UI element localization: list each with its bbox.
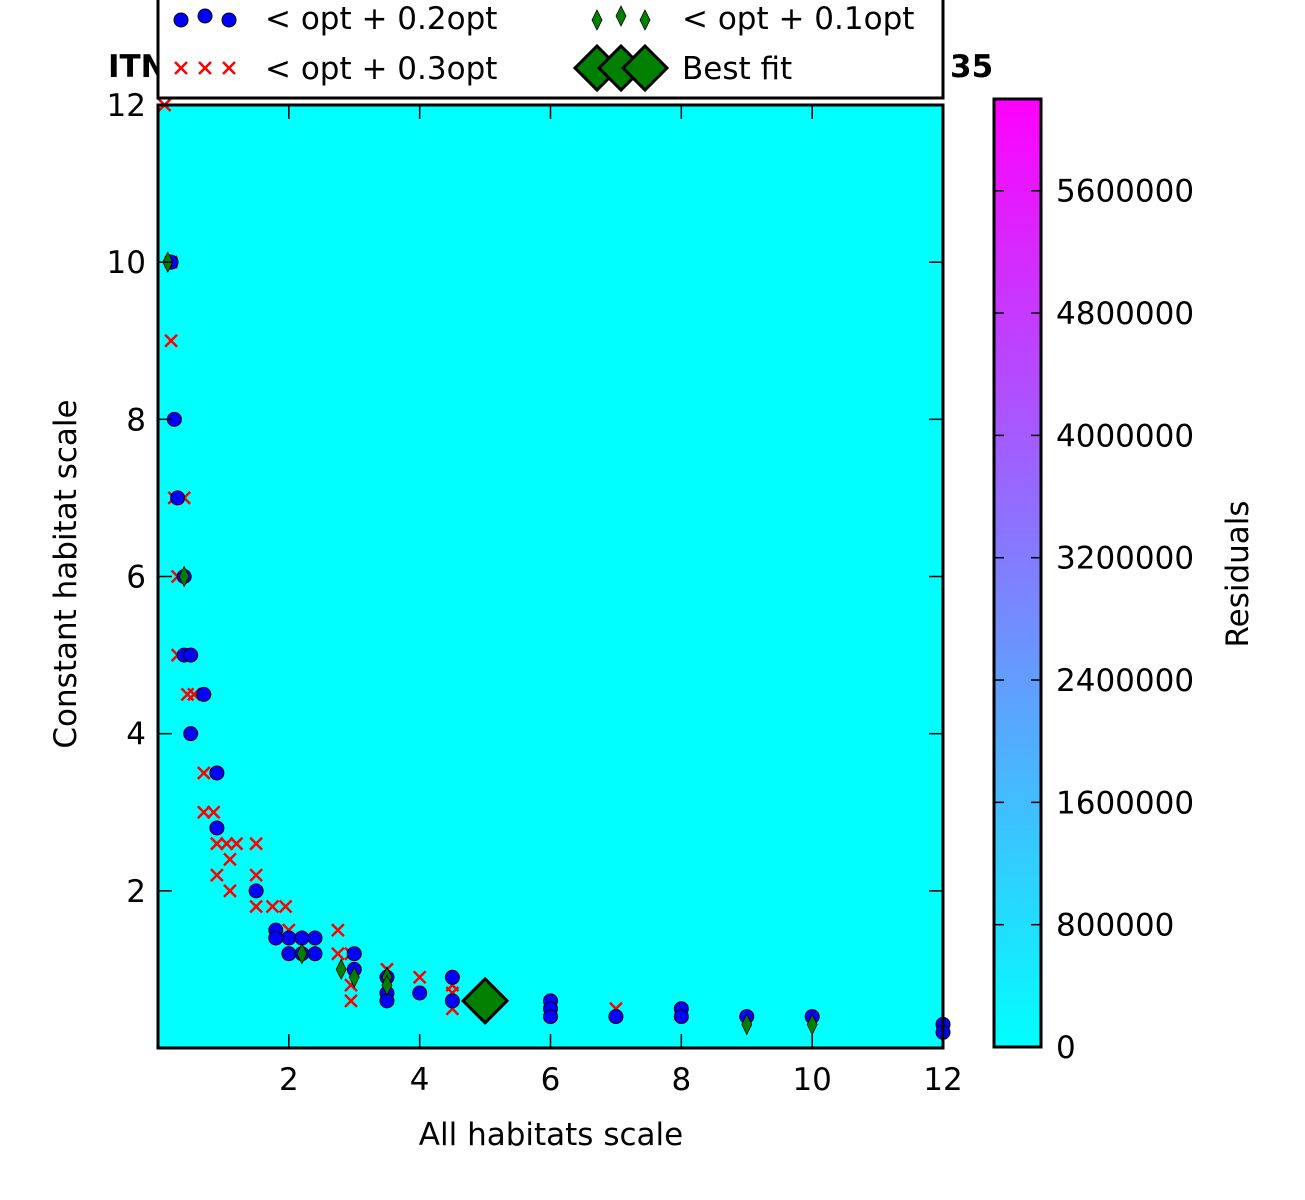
data-point (346, 946, 362, 962)
data-point (381, 974, 393, 997)
data-point (223, 883, 237, 898)
legend-label: < opt + 0.1opt (682, 1, 914, 37)
colorbar-label: Residuals (1220, 500, 1256, 647)
data-point (265, 899, 280, 914)
data-point (209, 836, 224, 851)
y-tick-label: 12 (107, 88, 146, 124)
data-point (335, 958, 347, 981)
data-point (196, 686, 212, 702)
data-point (209, 868, 224, 883)
data-point (344, 993, 358, 1008)
legend-label: < opt + 0.3opt (265, 51, 497, 87)
data-point (307, 930, 323, 946)
colorbar-gradient (994, 99, 1041, 1047)
y-tick-label: 10 (107, 245, 146, 281)
legend-marker (174, 61, 188, 75)
y-tick-label: 8 (126, 402, 146, 438)
colorbar-tick-label: 4800000 (1056, 296, 1194, 332)
data-point (281, 930, 297, 946)
colorbar-tick-label: 1600000 (1056, 785, 1194, 821)
data-point (219, 836, 234, 851)
data-point (444, 969, 460, 985)
series-3 (460, 976, 510, 1025)
colorbar-tick-label: 3200000 (1056, 541, 1194, 577)
data-point (268, 930, 284, 946)
colorbar-tick-label: 800000 (1056, 908, 1174, 944)
y-tick-label: 4 (126, 717, 146, 753)
data-point (281, 946, 297, 962)
y-axis-label: Constant habitat scale (48, 399, 84, 748)
legend-marker (197, 8, 213, 24)
legend-entry: < opt + 0.2opt (173, 1, 497, 37)
colorbar-frame (992, 97, 1043, 1049)
legend-label: Best fit (682, 51, 792, 87)
data-point (248, 883, 264, 899)
legend-entry: Best fit (572, 43, 792, 93)
legend-entry: < opt + 0.1opt (591, 1, 914, 37)
data-point (331, 923, 345, 938)
data-point (608, 1009, 624, 1025)
colorbar-tick-label: 5600000 (1056, 174, 1194, 210)
plot-background (158, 105, 943, 1048)
data-point (229, 836, 244, 851)
data-point (741, 1013, 753, 1036)
legend: < opt + 0.2opt < opt + 0.1opt < opt + 0.3o… (156, 0, 945, 100)
y-tick-label: 6 (126, 560, 146, 596)
data-point (673, 1009, 689, 1025)
plot-area: 2 4 6 8 10 12 2 4 6 8 10 12 (107, 88, 963, 1098)
legend-entry: < opt + 0.3opt (174, 51, 497, 87)
data-point (183, 647, 199, 663)
data-point (249, 836, 264, 851)
legend-marker (591, 9, 603, 31)
data-point (543, 1009, 558, 1025)
x-tick-label: 10 (792, 1062, 831, 1098)
data-point (209, 765, 225, 781)
data-point (307, 946, 323, 962)
data-point (164, 333, 178, 348)
data-point (460, 976, 510, 1025)
legend-label: < opt + 0.2opt (265, 1, 497, 37)
data-point (170, 490, 186, 506)
legend-marker (173, 12, 189, 28)
x-axis-label: All habitats scale (419, 1117, 683, 1153)
legend-box (156, 0, 945, 100)
data-point (196, 766, 211, 780)
data-point (209, 820, 225, 836)
data-point (223, 852, 237, 867)
data-point (206, 805, 221, 820)
data-point (331, 946, 345, 961)
x-tick-label: 6 (541, 1062, 561, 1098)
data-point (196, 805, 211, 820)
data-point (183, 726, 199, 742)
data-point (444, 993, 460, 1009)
data-point (249, 899, 264, 914)
legend-marker (639, 9, 651, 31)
legend-marker (198, 61, 212, 75)
legend-marker (222, 61, 236, 75)
chart-title-right: 35 (950, 49, 993, 85)
x-tick-label: 12 (923, 1062, 962, 1098)
data-point (178, 565, 190, 588)
colorbar: 0 800000 1600000 2400000 3200000 4000000 48000… (992, 97, 1194, 1066)
legend-marker (620, 43, 670, 93)
data-point (296, 942, 308, 965)
data-point (249, 868, 264, 883)
x-tick-label: 2 (279, 1062, 299, 1098)
legend-marker (221, 12, 237, 28)
y-tick-label: 2 (126, 874, 146, 910)
x-tick-label: 4 (410, 1062, 430, 1098)
data-point (412, 970, 427, 985)
x-tick-label: 8 (671, 1062, 691, 1098)
data-point (278, 899, 293, 914)
colorbar-tick-label: 0 (1056, 1030, 1076, 1066)
data-point (348, 966, 360, 989)
legend-marker (615, 5, 627, 27)
colorbar-tick-label: 4000000 (1056, 418, 1194, 454)
colorbar-tick-label: 2400000 (1056, 663, 1194, 699)
data-point (412, 985, 428, 1001)
